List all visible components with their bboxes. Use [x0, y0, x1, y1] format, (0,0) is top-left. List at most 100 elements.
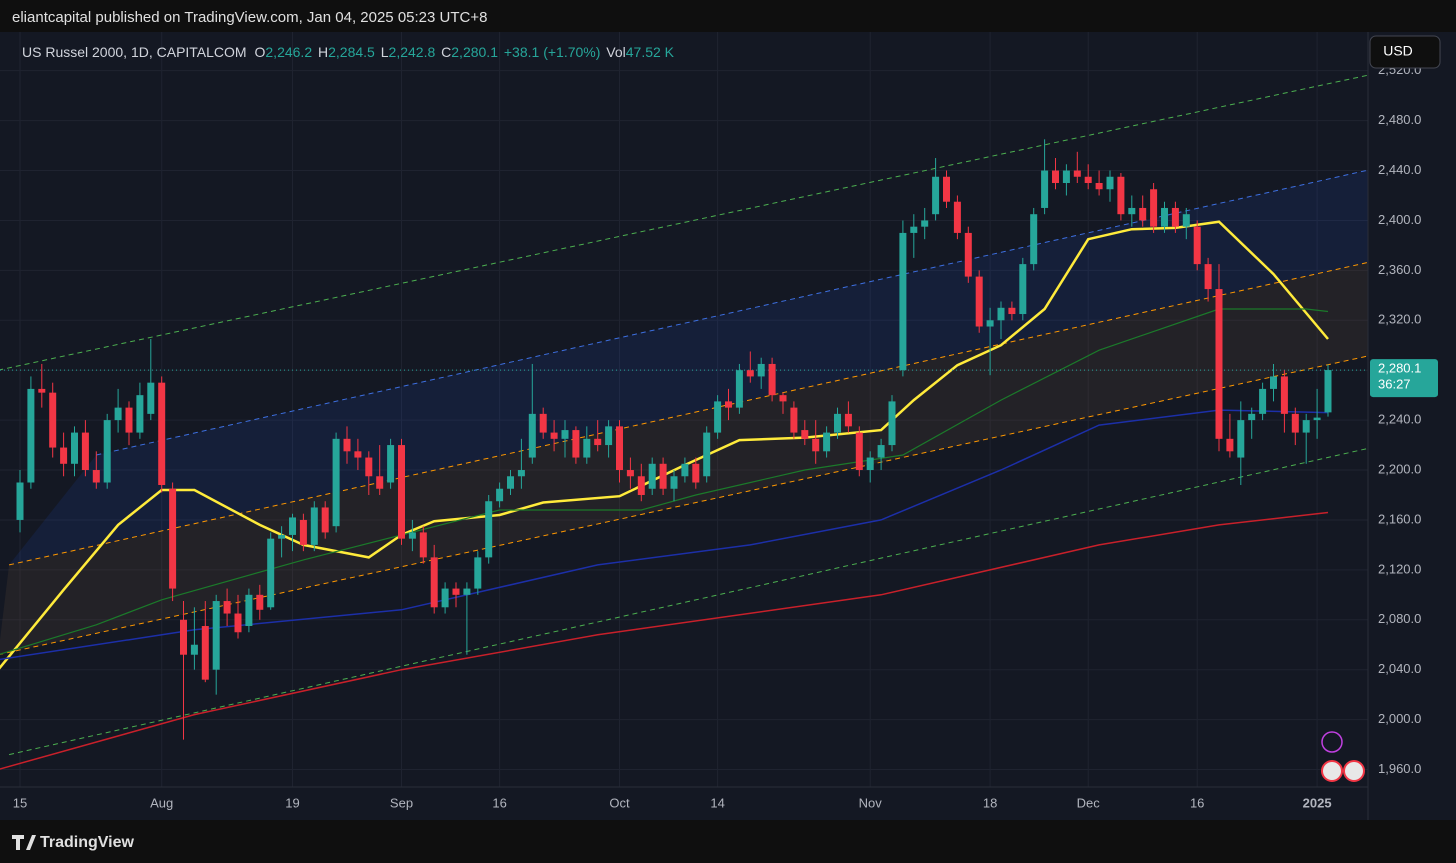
candle-body [201, 626, 209, 680]
brand-name: TradingView [40, 834, 135, 851]
event-icon[interactable] [1321, 731, 1343, 753]
candle-body [1171, 207, 1179, 227]
candle-body [376, 476, 384, 489]
event-icon[interactable] [1343, 760, 1365, 782]
candle-body [1226, 438, 1234, 452]
axes: 1,960.0 2,000.0 2,040.0 2,080.0 2,120.0 2,160… [13, 62, 1438, 810]
overlay-line [0, 74, 1368, 371]
candle-body [430, 557, 438, 608]
candle-body [136, 395, 144, 433]
candle-body [1204, 264, 1212, 290]
y-tick-label: 2,240.0 [1378, 412, 1421, 427]
bands [0, 170, 1368, 655]
candle-body [1041, 170, 1049, 208]
x-tick-label: Aug [150, 795, 173, 810]
candle-body [332, 438, 340, 527]
price-tag [1370, 359, 1438, 398]
candle-body [703, 432, 711, 477]
candle-body [637, 476, 645, 495]
x-tick-label: 16 [1190, 795, 1204, 810]
candle-body [441, 588, 449, 608]
candle-body [1084, 176, 1092, 183]
candle-body [1215, 289, 1223, 439]
candle-body [267, 538, 275, 608]
channel-band [9, 170, 1368, 565]
candle-body [735, 370, 743, 408]
currency-button[interactable] [1369, 35, 1441, 69]
candle-body [997, 307, 1005, 321]
x-tick-label: Sep [390, 795, 413, 810]
y-tick-label: 2,160.0 [1378, 511, 1421, 526]
candle-body [626, 470, 634, 477]
candle-body [278, 534, 286, 539]
candle-body [212, 601, 220, 670]
candle-body [387, 445, 395, 483]
candle-body [670, 476, 678, 489]
candle-body [550, 432, 558, 439]
price-tag-countdown: 36:27 [1378, 377, 1411, 392]
candle-body [81, 432, 89, 471]
candle-body [408, 532, 416, 539]
candle-body [1117, 176, 1125, 215]
candle-body [932, 176, 940, 215]
y-tick-label: 1,960.0 [1378, 761, 1421, 776]
candle-body [1150, 189, 1158, 227]
open: 2,246.2 [265, 44, 312, 60]
candle-body [605, 426, 613, 446]
candle-body [92, 470, 100, 483]
candle-body [180, 619, 187, 655]
candle-body [190, 644, 198, 655]
candle-body [594, 438, 602, 446]
candle-body [1291, 413, 1299, 433]
candle-body [27, 388, 35, 483]
low: 2,242.8 [389, 44, 436, 60]
x-tick-label: 14 [710, 795, 724, 810]
candle-body [114, 407, 122, 421]
change: +38.1 (+1.70%) [504, 44, 601, 60]
x-tick-label: 18 [983, 795, 997, 810]
candle-body [517, 470, 525, 477]
candle-body [768, 363, 776, 396]
y-tick-label: 2,360.0 [1378, 262, 1421, 277]
candle-body [1248, 413, 1256, 421]
candle-body [1052, 170, 1059, 183]
y-tick-label: 2,440.0 [1378, 162, 1421, 177]
candle-body [681, 463, 689, 477]
candle-body [953, 201, 961, 233]
candle-body [866, 457, 874, 471]
candle-body [125, 407, 133, 433]
candle-body [572, 430, 580, 458]
candle-body [779, 395, 787, 402]
event-icon[interactable] [1321, 760, 1343, 782]
candle-body [1095, 183, 1103, 190]
candle-body [746, 370, 754, 377]
candle-body [1237, 420, 1245, 458]
candle-body [1259, 388, 1267, 414]
candle-body [71, 432, 78, 464]
candle-body [158, 382, 166, 485]
candle-body [561, 430, 569, 439]
candle-body [1313, 417, 1321, 421]
candle-body [1193, 226, 1201, 265]
y-tick-label: 2,120.0 [1378, 561, 1421, 576]
candle-body [365, 457, 373, 477]
candle-body [964, 232, 972, 277]
candle-body [256, 594, 264, 610]
x-tick-label: 16 [492, 795, 506, 810]
candle-body [539, 413, 547, 433]
candle-body [507, 476, 514, 489]
overlay-line [0, 308, 1329, 655]
candle-body [725, 401, 732, 408]
candle-body [463, 588, 471, 595]
publisher: eliantcapital published on TradingView.c… [12, 9, 487, 26]
candle-body [496, 488, 504, 502]
price-tag-label: 2,280.1 [1378, 361, 1421, 376]
candles [16, 139, 1332, 740]
candle-body [844, 413, 852, 427]
currency[interactable]: USD [1383, 43, 1413, 59]
candle-body [888, 401, 896, 446]
candle-body [1139, 207, 1147, 221]
vol-label: Vol [606, 44, 625, 60]
candle-body [975, 276, 983, 327]
high: 2,284.5 [328, 44, 375, 60]
